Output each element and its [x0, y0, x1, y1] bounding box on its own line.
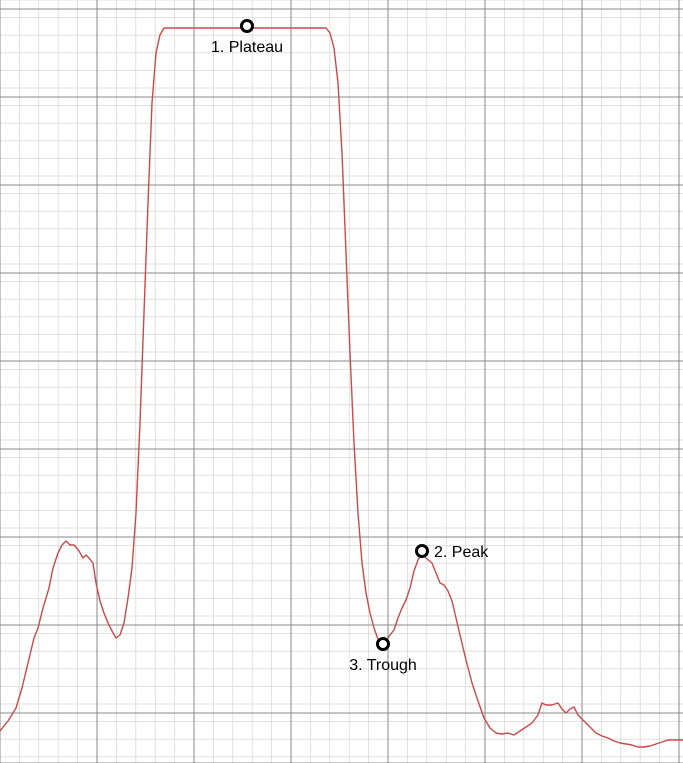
annotation-label: 2. Peak — [434, 544, 489, 561]
series-line — [0, 27, 683, 748]
annotation-3: 3. Trough — [349, 637, 417, 674]
annotation-1: 1. Plateau — [211, 19, 283, 56]
annotation-label: 3. Trough — [349, 657, 417, 674]
annotation-2: 2. Peak — [415, 544, 489, 561]
annotation-marker — [415, 544, 429, 558]
annotation-marker — [240, 19, 254, 33]
annotation-marker — [376, 637, 390, 651]
annotation-label: 1. Plateau — [211, 39, 283, 56]
